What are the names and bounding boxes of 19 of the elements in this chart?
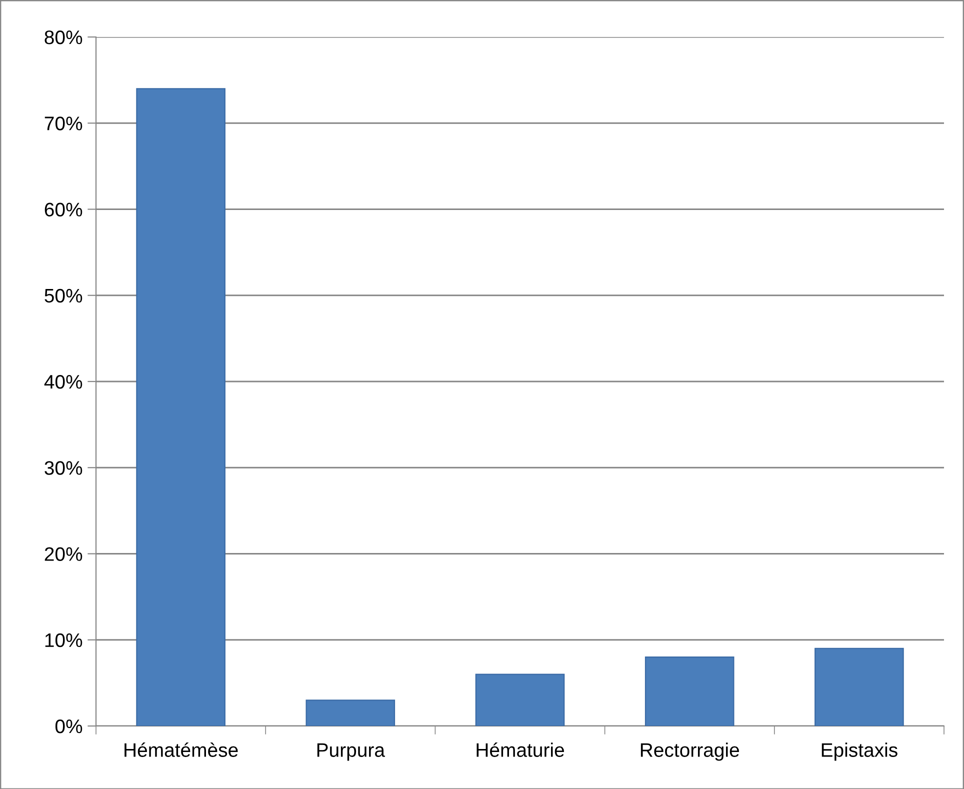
x-tick-label: Purpura xyxy=(317,743,385,761)
y-tick-label: 50% xyxy=(44,288,82,303)
y-tick-label: 80% xyxy=(44,30,82,44)
y-tick-label: 0% xyxy=(55,719,82,734)
bar xyxy=(644,656,734,726)
y-tick-label: 30% xyxy=(44,461,82,475)
x-tick-label: Rectorragie xyxy=(640,742,739,761)
y-tick-label: 20% xyxy=(44,547,82,561)
y-tick-label: 70% xyxy=(44,116,82,130)
bar xyxy=(475,674,565,726)
x-tick-label: Hématurie xyxy=(476,742,564,757)
bar xyxy=(136,88,226,726)
x-tick-label: Hématémèse xyxy=(124,742,238,757)
y-tick-label: 60% xyxy=(44,202,82,216)
y-tick-label: 10% xyxy=(45,633,82,648)
x-tick-label: Epistaxis xyxy=(822,742,898,761)
bar xyxy=(814,648,904,726)
bar xyxy=(306,700,396,726)
y-tick-label: 40% xyxy=(44,374,82,389)
